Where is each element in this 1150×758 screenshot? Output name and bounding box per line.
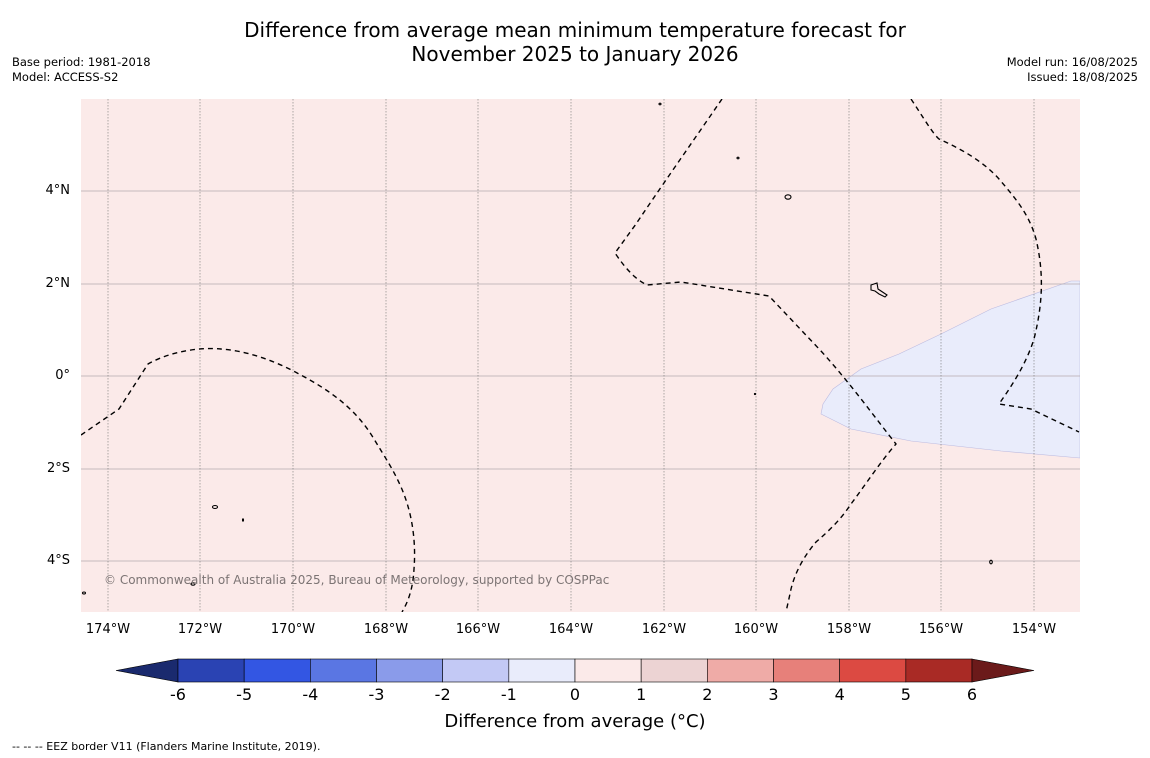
colorbar-tick-label: 3 (768, 685, 779, 704)
colorbar-tick-label: 6 (966, 685, 978, 704)
lat-label-0: 0° (55, 368, 70, 383)
lon-label-162w: 162°W (641, 622, 687, 637)
lon-label-168w: 168°W (363, 622, 409, 637)
colorbar-tick-label: -1 (500, 685, 517, 704)
cool-anomaly-region (820, 280, 1080, 459)
title-line-2: November 2025 to January 2026 (411, 42, 739, 66)
model-run: Model run: 16/08/2025 (1006, 55, 1138, 69)
eez-footnote: -- -- -- EEZ border V11 (Flanders Marine… (12, 740, 321, 753)
lon-label-170w: 170°W (270, 622, 316, 637)
colorbar-swatch (839, 658, 907, 683)
eez-borders (81, 99, 1080, 612)
colorbar-extend-high (971, 658, 1035, 683)
meta-right: Model run: 16/08/2025 Issued: 18/08/2025 (1007, 55, 1138, 85)
colorbar-tick-label: 2 (702, 685, 713, 704)
islands (81, 102, 993, 595)
colorbar-tick-label: -6 (170, 685, 186, 704)
colorbar-tick-label: -5 (236, 685, 253, 704)
latitude-gridlines (81, 190, 1080, 562)
colorbar-swatch (905, 658, 973, 683)
lat-label-2s: 2°S (46, 461, 70, 476)
colorbar-tick-label: -3 (368, 685, 385, 704)
colorbar-tick-label: 0 (569, 685, 581, 704)
lon-label-160w: 160°W (733, 622, 779, 637)
colorbar-tick-label: -2 (434, 685, 451, 704)
colorbar-tick-label: 1 (636, 685, 647, 704)
lon-label-164w: 164°W (548, 622, 594, 637)
colorbar-swatch (707, 658, 774, 683)
colorbar-swatch (310, 658, 377, 683)
colorbar-swatch (376, 658, 443, 683)
colorbar-swatch (442, 658, 510, 683)
colorbar-swatch (177, 658, 245, 683)
lat-label-4n: 4°N (45, 183, 71, 198)
copyright-note: © Commonwealth of Australia 2025, Bureau… (104, 573, 610, 587)
colorbar-swatch (574, 658, 642, 683)
colorbar-extend-low (115, 658, 179, 683)
lon-label-166w: 166°W (455, 622, 501, 637)
colorbar-tick-label: 4 (834, 685, 845, 704)
lat-label-4s: 4°S (46, 553, 70, 568)
lon-label-154w: 154°W (1011, 622, 1057, 637)
map-svg (81, 99, 1080, 612)
colorbar-label: Difference from average (°C) (444, 711, 706, 732)
title-line-1: Difference from average mean minimum tem… (244, 18, 906, 42)
base-period: Base period: 1981-2018 (12, 55, 151, 69)
colorbar-swatch (773, 658, 840, 683)
colorbar-swatch (243, 658, 311, 683)
map-panel: © Commonwealth of Australia 2025, Bureau… (81, 99, 1080, 612)
colorbar (115, 658, 1035, 683)
meta-left: Base period: 1981-2018 Model: ACCESS-S2 (12, 55, 151, 85)
chart-title: Difference from average mean minimum tem… (0, 18, 1150, 66)
lon-label-174w: 174°W (85, 622, 131, 637)
colorbar-tick-label: -4 (302, 685, 319, 704)
colorbar-swatch (508, 658, 576, 683)
lat-label-2n: 2°N (45, 276, 71, 291)
lon-label-172w: 172°W (177, 622, 223, 637)
longitude-gridlines (107, 99, 1035, 612)
lon-label-158w: 158°W (826, 622, 872, 637)
issued-date: Issued: 18/08/2025 (1027, 70, 1138, 84)
colorbar-swatch (640, 658, 708, 683)
colorbar-tick-label: 5 (900, 685, 911, 704)
lon-label-156w: 156°W (918, 622, 964, 637)
model-name: Model: ACCESS-S2 (12, 70, 119, 84)
